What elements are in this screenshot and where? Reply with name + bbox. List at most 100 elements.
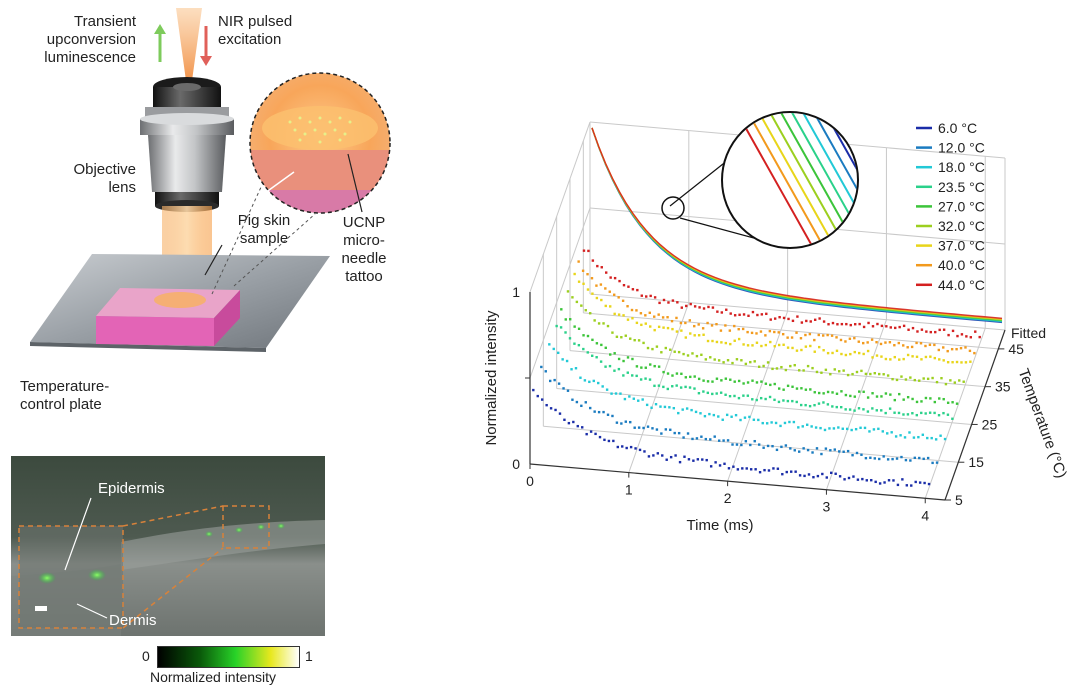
data-point <box>857 340 860 343</box>
data-point <box>604 365 607 368</box>
data-point <box>776 467 780 470</box>
data-point <box>622 359 625 363</box>
data-point <box>902 398 905 401</box>
data-point <box>666 316 669 319</box>
data-point <box>791 346 794 350</box>
data-point <box>911 412 914 415</box>
data-point <box>720 379 723 382</box>
data-point <box>848 408 852 411</box>
data-point <box>768 329 772 333</box>
floor-grid-x <box>628 302 690 473</box>
data-point <box>742 382 745 385</box>
data-point <box>715 322 718 326</box>
data-point <box>777 400 781 404</box>
data-point <box>750 331 754 335</box>
y-axis-label: Normalized intensity <box>483 310 500 446</box>
data-point <box>829 372 832 376</box>
scale-bar <box>35 606 47 611</box>
inset-lines <box>729 113 857 247</box>
data-point <box>741 327 745 331</box>
data-point <box>564 318 567 321</box>
data-point <box>591 338 594 342</box>
data-point <box>749 468 753 471</box>
data-point <box>626 305 629 308</box>
epidermis-label: Epidermis <box>98 480 165 497</box>
data-point <box>722 439 725 442</box>
data-point <box>613 293 616 296</box>
data-point <box>786 384 790 388</box>
data-point <box>786 336 789 339</box>
data-point <box>773 330 776 334</box>
data-point <box>682 436 685 439</box>
data-point <box>649 294 652 298</box>
data-point <box>926 377 930 381</box>
data-point <box>826 333 829 337</box>
data-point <box>595 342 599 345</box>
data-point <box>573 342 576 345</box>
data-point <box>958 379 961 382</box>
data-point <box>620 336 623 339</box>
x-tick-label: 4 <box>921 507 929 523</box>
data-point <box>640 366 643 369</box>
data-point <box>751 379 754 382</box>
data-point <box>714 461 717 464</box>
data-point <box>802 447 805 450</box>
data-point <box>865 479 868 482</box>
data-point <box>590 277 594 280</box>
series-12.0-points <box>540 365 939 465</box>
data-point <box>644 366 647 369</box>
data-point <box>658 301 661 305</box>
x-tick-label: 1 <box>625 482 633 498</box>
data-point <box>652 454 655 457</box>
data-point <box>822 392 825 395</box>
x-axis-label: Time (ms) <box>687 517 754 534</box>
data-point <box>871 407 874 410</box>
data-point <box>558 412 562 415</box>
data-point <box>823 428 827 432</box>
data-point <box>666 372 670 375</box>
inset-circle <box>721 111 859 249</box>
data-point <box>906 413 910 416</box>
data-point <box>914 480 917 484</box>
data-point <box>860 369 863 373</box>
data-point <box>947 333 950 337</box>
data-point <box>918 456 921 460</box>
data-point <box>589 430 593 433</box>
data-point <box>711 392 714 396</box>
data-point <box>757 365 761 368</box>
data-point <box>815 447 819 450</box>
data-point <box>674 454 677 457</box>
data-point <box>816 474 820 478</box>
colorbar-min: 0 <box>142 648 150 664</box>
data-point <box>933 411 936 415</box>
data-point <box>868 430 871 433</box>
data-point <box>934 330 937 334</box>
data-point <box>790 336 794 339</box>
data-point <box>713 358 716 361</box>
data-point <box>645 295 648 298</box>
data-point <box>759 396 763 400</box>
data-point <box>818 317 821 320</box>
data-point <box>847 476 851 480</box>
data-point <box>770 421 773 424</box>
data-point <box>894 326 897 330</box>
data-point <box>746 394 750 397</box>
data-point <box>902 357 905 361</box>
data-point <box>540 365 543 369</box>
data-point <box>760 344 763 348</box>
data-point <box>604 304 607 308</box>
data-point <box>804 333 807 337</box>
data-point <box>622 283 626 287</box>
data-point <box>755 332 758 335</box>
data-point <box>701 327 705 330</box>
data-point <box>757 418 760 422</box>
data-point <box>609 353 612 356</box>
data-point <box>569 318 572 321</box>
data-point <box>598 435 602 439</box>
data-point <box>739 418 742 422</box>
data-point <box>644 314 647 317</box>
data-point <box>711 306 715 309</box>
inset-line <box>784 113 857 247</box>
data-point <box>678 460 682 464</box>
data-point <box>842 450 845 453</box>
